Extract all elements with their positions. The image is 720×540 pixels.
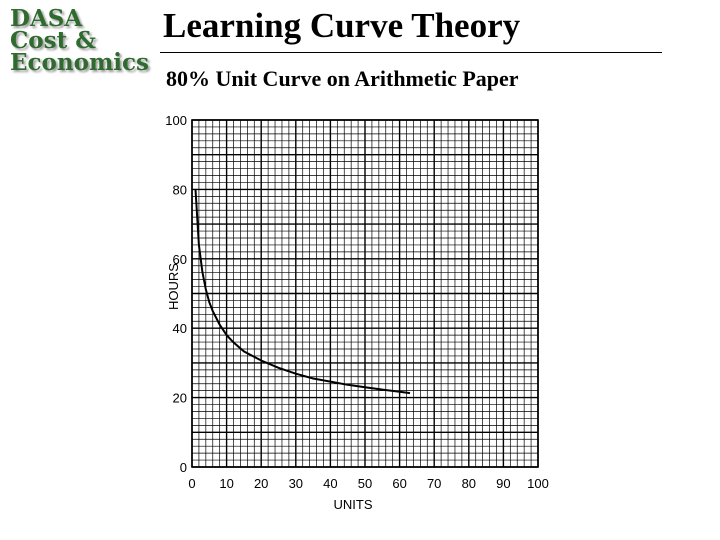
x-tick-label: 20 <box>254 476 268 491</box>
logo-line-economics: Economics <box>10 49 149 76</box>
y-tick-label: 0 <box>180 460 187 475</box>
y-tick-label: 60 <box>173 252 187 267</box>
x-tick-label: 70 <box>427 476 441 491</box>
plot-border <box>191 119 539 468</box>
x-tick-label: 80 <box>462 476 476 491</box>
chart-tick-labels: 0 10 20 30 40 50 60 70 80 90 100 0 20 40 60 80 100 <box>165 113 549 491</box>
page-title: Learning Curve Theory <box>163 6 521 45</box>
dasa-logo: DASA Cost & Economics <box>10 5 149 76</box>
x-tick-label: 0 <box>188 476 195 491</box>
unit-curve-line <box>194 189 411 395</box>
y-tick-label: 20 <box>173 391 187 406</box>
y-tick-label: 80 <box>173 182 187 197</box>
x-axis-label: UNITS <box>334 497 373 512</box>
logo-line-dasa: DASA <box>10 5 83 32</box>
logo-line-cost: Cost & <box>10 27 96 54</box>
y-tick-label: 40 <box>173 321 187 336</box>
x-tick-label: 60 <box>392 476 406 491</box>
chart-subtitle: 80% Unit Curve on Arithmetic Paper <box>166 66 519 91</box>
title-divider <box>160 52 662 53</box>
x-tick-label: 30 <box>289 476 303 491</box>
y-axis-label: HOURS <box>166 263 181 310</box>
x-tick-label: 50 <box>358 476 372 491</box>
y-tick-label: 100 <box>165 113 187 128</box>
x-tick-label: 90 <box>496 476 510 491</box>
x-tick-label: 10 <box>219 476 233 491</box>
x-tick-label: 40 <box>323 476 337 491</box>
chart-grid <box>191 119 539 468</box>
x-tick-label: 100 <box>527 476 549 491</box>
